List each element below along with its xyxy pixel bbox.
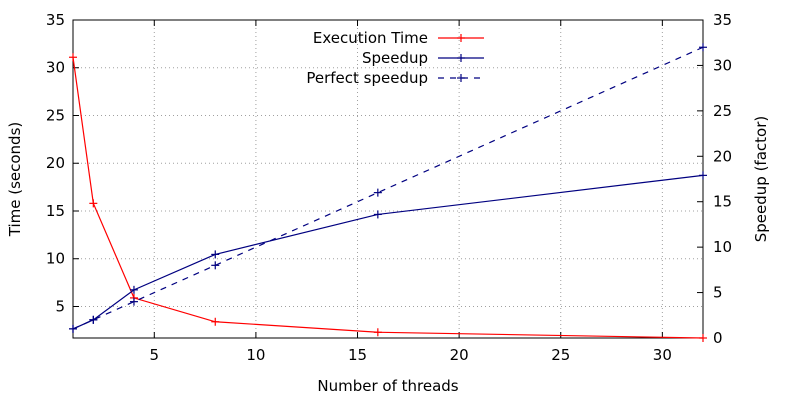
x-axis-label: Number of threads: [317, 377, 458, 395]
x-tick-label: 10: [246, 346, 265, 364]
speedup-point: [129, 285, 138, 294]
speedup-line: [72, 174, 704, 330]
x-tick-label: 20: [450, 346, 469, 364]
x-tick-label: 15: [348, 346, 367, 364]
perfect-speedup-line: [72, 46, 704, 330]
y-axis-label-right: Speedup (factor): [752, 116, 770, 242]
y-right-tick-label: 30: [713, 56, 732, 74]
y-left-tick-label: 30: [46, 59, 65, 77]
x-tick-label: 30: [653, 346, 672, 364]
execution-time-point: [211, 317, 220, 326]
grid-lines: [73, 19, 703, 338]
y-left-tick-label: 5: [55, 297, 65, 315]
y-axis-label-left: Time (seconds): [6, 122, 24, 238]
axis-ticks: 5 10 15 20 25 30 5 10 15 20 25 30 35 0 5 10 15 20 25 30 35: [46, 11, 732, 364]
y-right-tick-label: 20: [713, 147, 732, 165]
legend-label: Speedup: [362, 49, 428, 67]
x-tick-label: 25: [551, 346, 570, 364]
perfect-speedup-point: [69, 324, 77, 333]
x-tick-label: 5: [150, 346, 160, 364]
perfect-speedup-point: [373, 188, 382, 197]
y-left-tick-label: 25: [46, 106, 65, 124]
speedup-point: [699, 171, 707, 180]
y-right-tick-label: 25: [713, 102, 732, 120]
y-right-tick-label: 35: [713, 11, 732, 29]
y-left-tick-label: 20: [46, 154, 65, 172]
execution-time-point: [69, 53, 77, 62]
perfect-speedup-point: [699, 43, 707, 52]
y-right-tick-label: 0: [713, 329, 723, 347]
speedup-point: [211, 250, 220, 259]
legend-label: Execution Time: [313, 29, 428, 47]
perfect-speedup-point: [211, 261, 220, 270]
speedup-point: [373, 210, 382, 219]
perfect-speedup-point: [89, 315, 98, 324]
execution-time-point: [373, 328, 382, 337]
perfect-speedup-point: [129, 297, 138, 306]
execution-time-point: [699, 334, 707, 342]
y-right-tick-label: 5: [713, 284, 723, 302]
plot-frame: [72, 19, 704, 339]
y-right-tick-label: 10: [713, 238, 732, 256]
execution-time-point: [89, 199, 98, 208]
legend: Execution Time Speedup Perfect speedup: [306, 29, 484, 87]
y-left-tick-label: 15: [46, 202, 65, 220]
legend-label: Perfect speedup: [306, 69, 428, 87]
y-left-tick-label: 10: [46, 250, 65, 268]
execution-time-line: [72, 57, 704, 339]
y-left-tick-label: 35: [46, 11, 65, 29]
y-right-tick-label: 15: [713, 193, 732, 211]
series-group: [69, 43, 707, 342]
